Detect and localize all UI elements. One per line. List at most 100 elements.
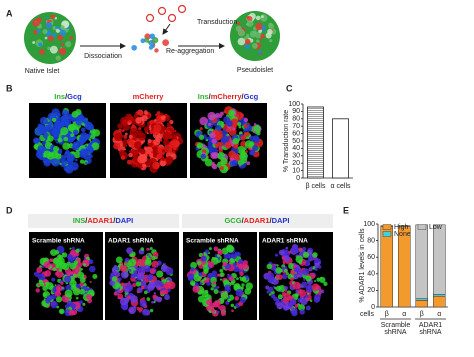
- cell: [120, 282, 125, 287]
- cell: [275, 267, 283, 274]
- cell: [230, 281, 235, 286]
- cell: [161, 157, 165, 161]
- cell: [310, 266, 314, 269]
- cell: [155, 265, 159, 268]
- cell: [312, 252, 318, 258]
- cell: [77, 262, 83, 268]
- cell: [122, 123, 130, 131]
- cell: [253, 122, 256, 126]
- cell: [124, 261, 127, 264]
- cell: [151, 40, 154, 44]
- virus-icons: [145, 4, 187, 23]
- cell: [254, 31, 262, 39]
- cell: [203, 277, 207, 281]
- cell: [291, 307, 295, 311]
- cell: [80, 118, 83, 121]
- cell: [55, 284, 63, 292]
- cell: [245, 282, 253, 290]
- cell: [137, 110, 142, 115]
- cell: [38, 42, 43, 47]
- bar-segment: [380, 226, 393, 308]
- cell: [58, 254, 64, 260]
- cell: [216, 273, 220, 277]
- group-label: shRNA: [419, 329, 442, 336]
- cell: [136, 272, 145, 280]
- cell: [249, 30, 257, 38]
- cell: [219, 278, 223, 281]
- cell: [113, 142, 121, 150]
- cell: [141, 250, 144, 254]
- cell: [39, 116, 48, 125]
- cell: [229, 258, 234, 263]
- cell: [267, 28, 273, 35]
- cell: [44, 36, 48, 40]
- cell: [290, 277, 294, 281]
- cell: [213, 257, 217, 261]
- cell: [152, 294, 157, 299]
- image-label: Scramble shRNA: [32, 238, 85, 245]
- cell: [72, 287, 81, 296]
- cell: [60, 281, 64, 285]
- cell: [198, 272, 203, 277]
- cell: [131, 44, 137, 51]
- cell: [72, 273, 77, 278]
- cell: [153, 119, 157, 122]
- cell: [70, 133, 75, 138]
- cell: [84, 259, 90, 265]
- cell: [319, 276, 326, 284]
- cell: [274, 263, 277, 267]
- cell: [196, 260, 202, 266]
- cell: [268, 293, 272, 296]
- cell: [149, 308, 154, 313]
- cell: [54, 284, 57, 287]
- cell: [141, 309, 149, 316]
- cell: [145, 257, 152, 264]
- cell: [220, 138, 225, 143]
- cell: [151, 146, 158, 153]
- cell: [88, 138, 92, 142]
- cell: [292, 281, 301, 290]
- header-box: [28, 214, 179, 228]
- cell: [46, 295, 53, 301]
- cell: [42, 132, 49, 139]
- cell: [57, 34, 64, 41]
- cell: [246, 161, 251, 166]
- cell: [218, 290, 222, 294]
- cell: [288, 250, 292, 254]
- x-tick-label: α: [402, 311, 406, 318]
- cell: [86, 294, 93, 301]
- cell: [41, 265, 45, 269]
- cell: [126, 247, 133, 254]
- header-box: [182, 214, 333, 228]
- cell: [241, 283, 245, 287]
- y-axis-label: % ADAR1 levels in cells: [359, 228, 366, 303]
- cell: [143, 126, 150, 132]
- cell: [170, 139, 180, 149]
- cell: [71, 246, 75, 250]
- bar-segment: [415, 224, 428, 299]
- cell: [114, 133, 123, 142]
- cell: [270, 293, 276, 299]
- cell: [277, 294, 283, 300]
- cell: [228, 150, 236, 159]
- cell: [139, 299, 147, 308]
- cell: [59, 29, 66, 36]
- cell: [82, 263, 86, 267]
- cell: [83, 283, 87, 287]
- y-tick-label: 20: [367, 287, 375, 294]
- cell: [163, 139, 170, 146]
- cell: [199, 127, 203, 131]
- cell: [60, 127, 69, 136]
- cell: [220, 157, 228, 165]
- cell: [73, 151, 81, 159]
- y-tick-label: 60: [367, 254, 375, 261]
- panel-label: D: [6, 205, 13, 215]
- cell: [65, 284, 72, 291]
- bar-segment: [398, 226, 411, 308]
- cell: [82, 302, 86, 306]
- cell: [230, 303, 235, 308]
- cell: [221, 247, 229, 255]
- cell: [79, 277, 86, 284]
- cell: [79, 159, 85, 164]
